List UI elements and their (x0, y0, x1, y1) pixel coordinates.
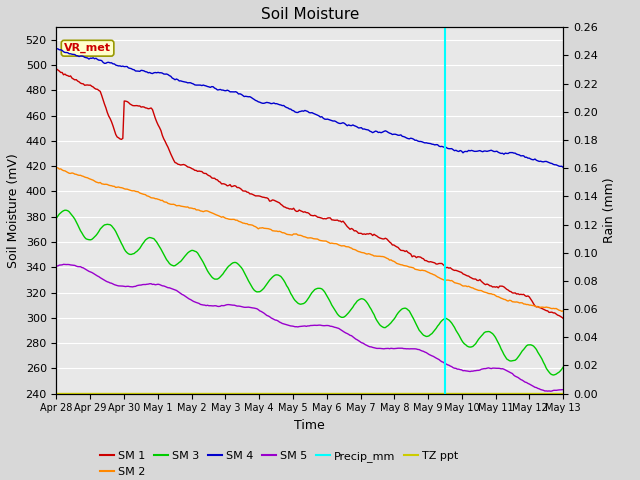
X-axis label: Time: Time (294, 419, 325, 432)
Title: Soil Moisture: Soil Moisture (260, 7, 359, 22)
Legend: SM 1, SM 2, SM 3, SM 4, SM 5, Precip_mm, TZ ppt: SM 1, SM 2, SM 3, SM 4, SM 5, Precip_mm,… (96, 447, 463, 480)
Y-axis label: Rain (mm): Rain (mm) (604, 178, 616, 243)
Text: VR_met: VR_met (64, 43, 111, 53)
Y-axis label: Soil Moisture (mV): Soil Moisture (mV) (7, 153, 20, 268)
